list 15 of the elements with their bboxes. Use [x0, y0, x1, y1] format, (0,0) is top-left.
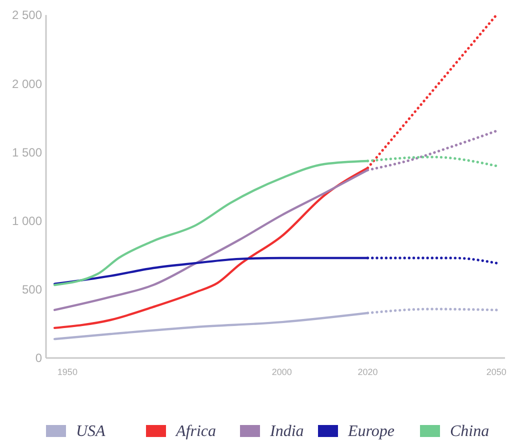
x-tick-label: 2000 — [272, 367, 292, 377]
legend-label: Africa — [175, 423, 216, 440]
x-tick-label: 2020 — [358, 367, 378, 377]
y-tick-label: 1 500 — [12, 145, 42, 160]
y-tick-label: 2 000 — [12, 76, 42, 91]
legend-label: India — [269, 423, 304, 440]
x-tick-label: 2050 — [486, 367, 506, 377]
legend-label: Europe — [347, 423, 395, 440]
legend-label: China — [450, 423, 490, 440]
y-tick-label: 2 500 — [12, 8, 42, 22]
y-tick-label: 1 000 — [12, 214, 42, 228]
legend-label: USA — [76, 423, 106, 440]
x-tick-label: 1950 — [57, 367, 78, 377]
y-tick-label: 500 — [22, 282, 42, 297]
y-tick-label: 0 — [35, 351, 42, 366]
